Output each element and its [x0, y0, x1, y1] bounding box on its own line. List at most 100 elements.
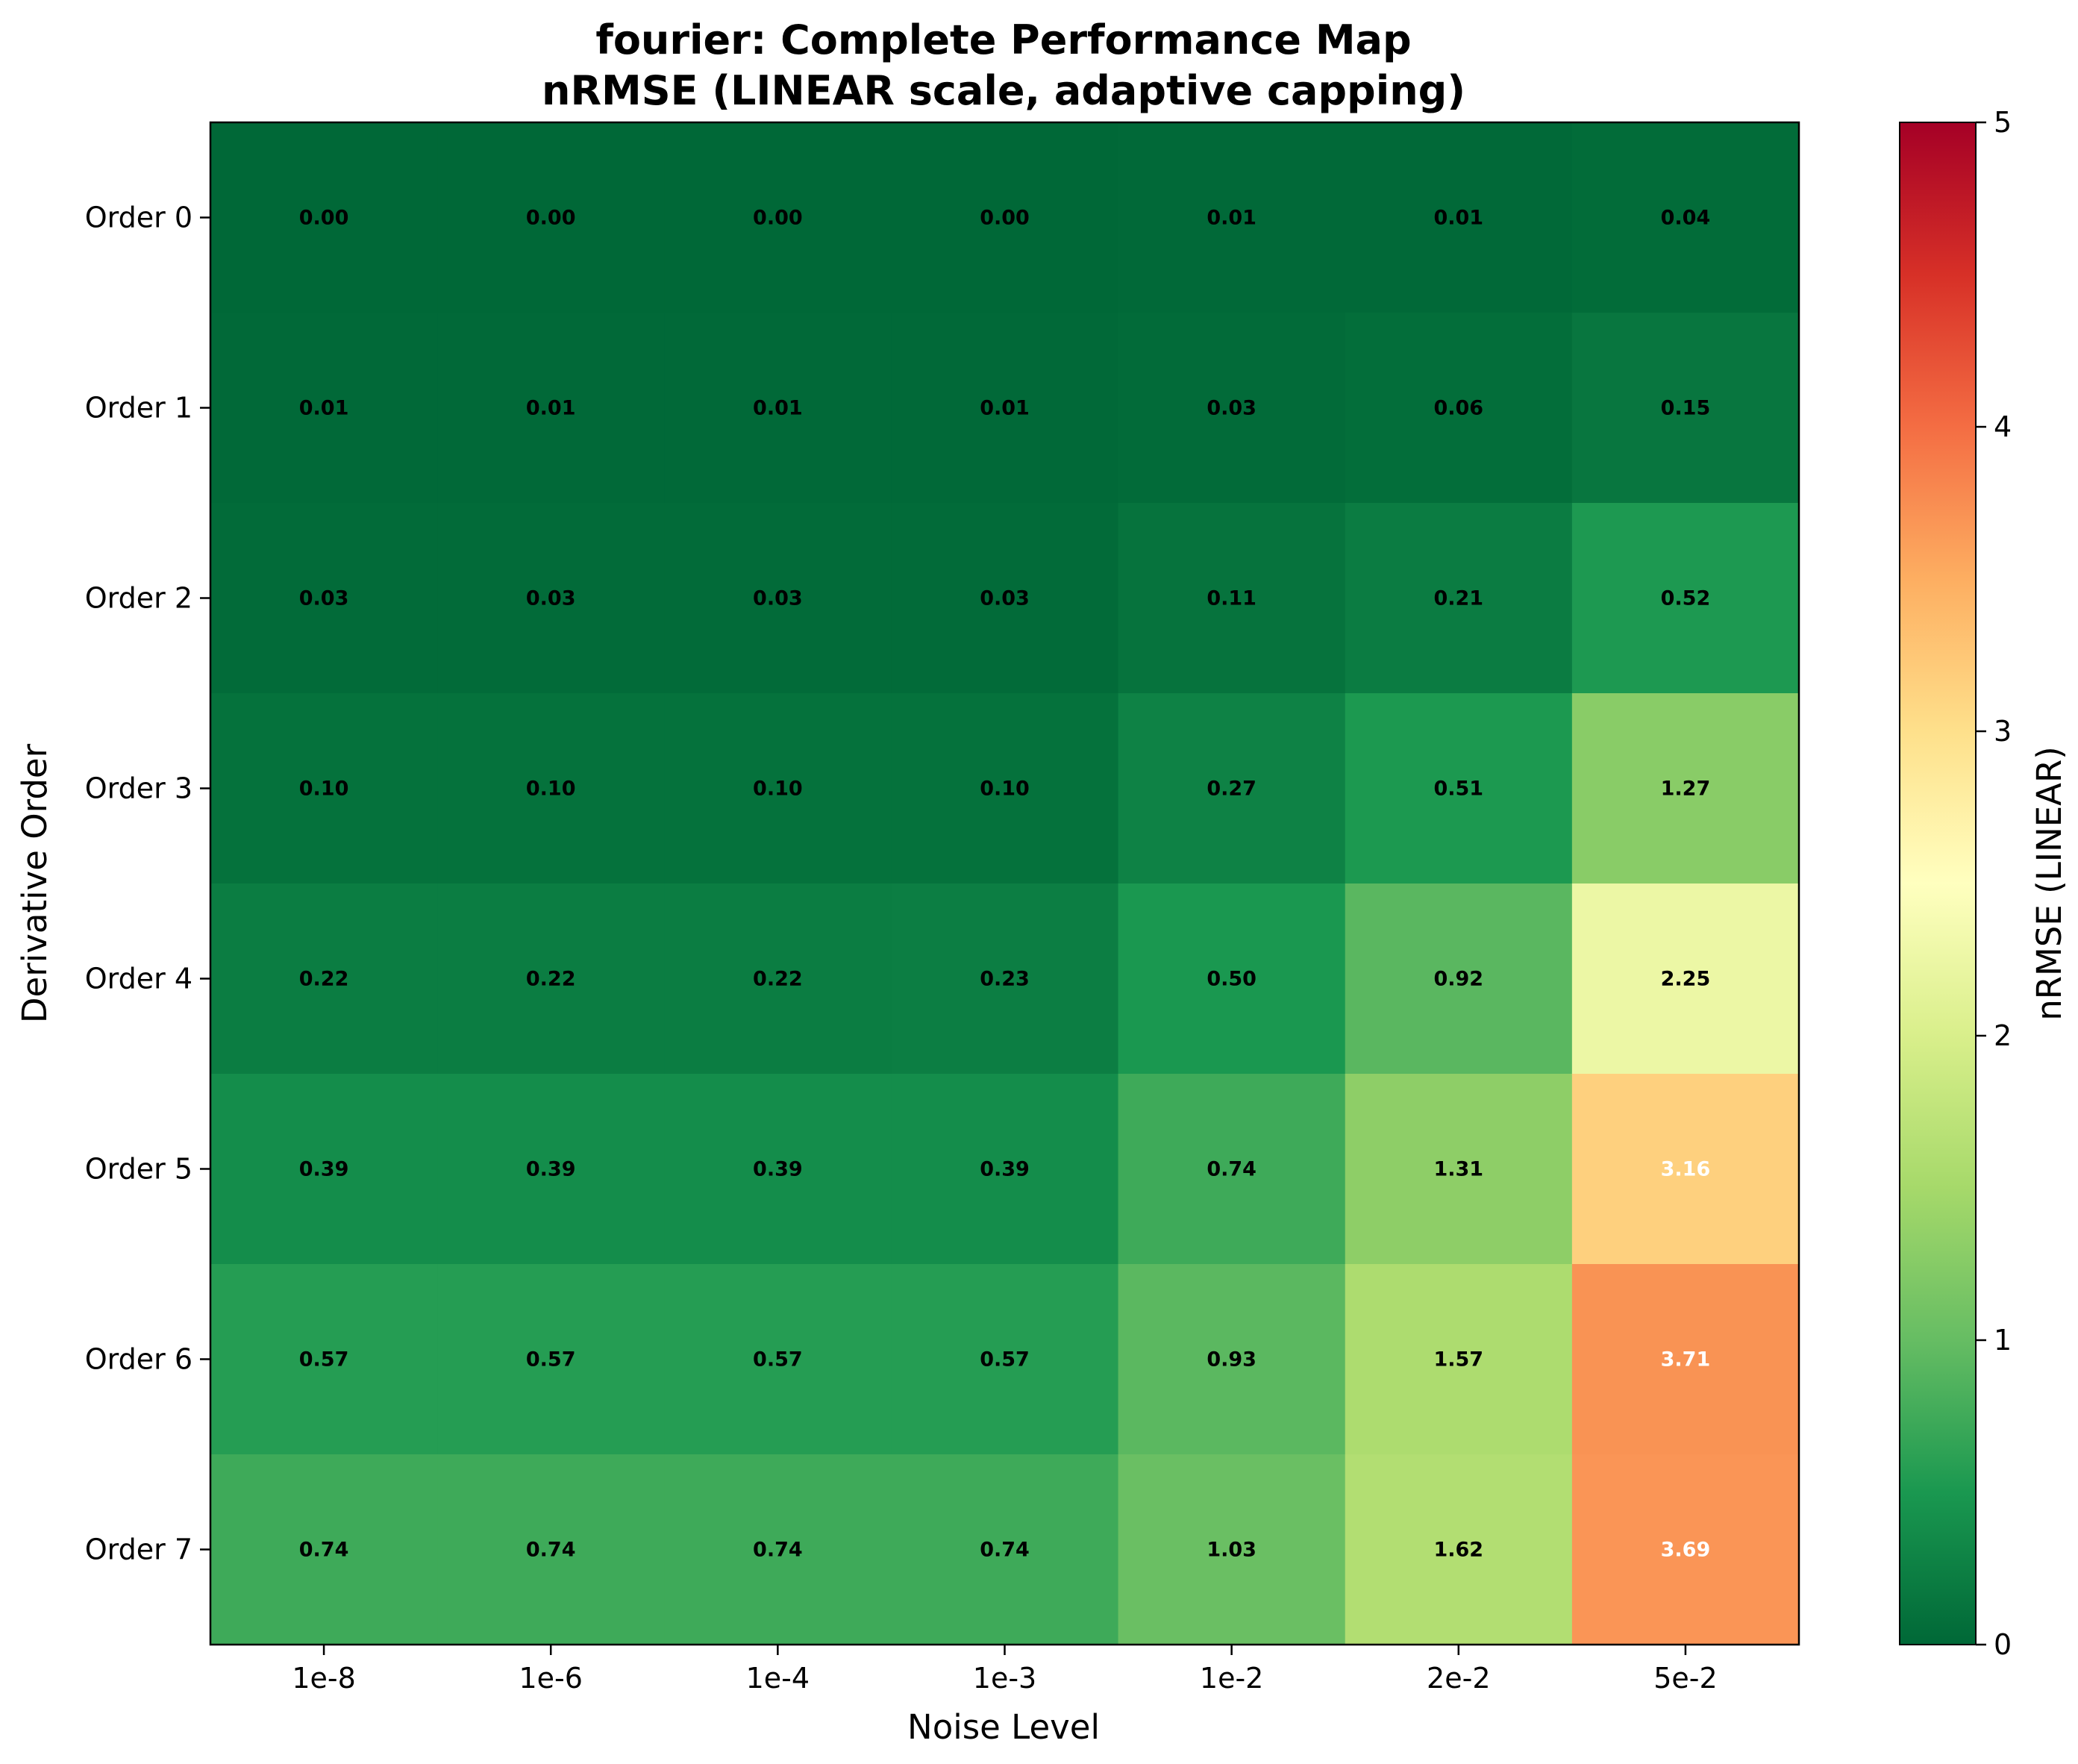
- cell-value-label: 0.22: [753, 968, 803, 991]
- cell-value-label: 0.00: [526, 207, 576, 230]
- cell-value-label: 0.57: [526, 1348, 576, 1372]
- heatmap-cell: [891, 693, 1119, 884]
- cell-value-label: 0.03: [753, 587, 803, 610]
- cell-value-label: 1.27: [1661, 778, 1711, 801]
- cell-value-label: 0.52: [1661, 587, 1711, 610]
- heatmap-cell: [664, 1454, 892, 1645]
- cell-value-label: 0.74: [1207, 1158, 1256, 1181]
- heatmap-cell: [891, 1074, 1119, 1265]
- heatmap-cell: [1345, 693, 1573, 884]
- heatmap-cells: 0.00 0.00 0.00 0.00 0.01 0.01 0.04 0.01 0.01 0.01…: [210, 122, 1800, 1645]
- cell-value-label: 0.03: [299, 587, 349, 610]
- y-tick-label: Order 0: [85, 201, 193, 234]
- heatmap-cell: [1118, 1074, 1346, 1265]
- cell-value-label: 0.11: [1207, 587, 1256, 610]
- chart-title: fourier: Complete Performance Map: [595, 16, 1411, 63]
- colorbar-tick-label: 4: [1994, 410, 2012, 443]
- heatmap-cell: [1118, 1264, 1346, 1455]
- cell-value-label: 0.51: [1433, 778, 1483, 801]
- cell-value-label: 1.57: [1433, 1348, 1483, 1372]
- heatmap-cell: [664, 1264, 892, 1455]
- cell-value-label: 0.03: [980, 587, 1030, 610]
- cell-value-label: 0.39: [753, 1158, 803, 1181]
- cell-value-label: 0.39: [526, 1158, 576, 1181]
- heatmap-cell: [1118, 122, 1346, 313]
- cell-value-label: 0.01: [753, 397, 803, 420]
- cell-value-label: 0.74: [299, 1539, 349, 1562]
- colorbar-tick-label: 0: [1994, 1628, 2012, 1661]
- cell-value-label: 1.31: [1433, 1158, 1483, 1181]
- heatmap-cell: [1118, 693, 1346, 884]
- heatmap-cell: [1118, 313, 1346, 504]
- cell-value-label: 0.57: [753, 1348, 803, 1372]
- heatmap-cell: [437, 122, 665, 313]
- heatmap-cell: [1571, 122, 1800, 313]
- y-tick-label: Order 3: [85, 772, 193, 805]
- heatmap-cell: [210, 122, 438, 313]
- cell-value-label: 0.01: [980, 397, 1030, 420]
- heatmap-cell: [1571, 883, 1800, 1075]
- heatmap-cell: [210, 693, 438, 884]
- heatmap-cell: [1345, 122, 1573, 313]
- x-tick-label: 1e-3: [973, 1662, 1036, 1695]
- cell-value-label: 0.04: [1661, 207, 1711, 230]
- colorbar-tick-label: 5: [1994, 106, 2012, 139]
- heatmap-cell: [437, 693, 665, 884]
- heatmap-cell: [1345, 313, 1573, 504]
- y-tick-label: Order 7: [85, 1533, 193, 1566]
- cell-value-label: 0.39: [299, 1158, 349, 1181]
- cell-value-label: 0.57: [980, 1348, 1030, 1372]
- cell-value-label: 2.25: [1661, 968, 1711, 991]
- cell-value-label: 0.01: [1207, 207, 1256, 230]
- cell-value-label: 0.15: [1661, 397, 1711, 420]
- heatmap-cell: [891, 1264, 1119, 1455]
- cell-value-label: 0.10: [526, 778, 576, 801]
- cell-value-label: 0.21: [1433, 587, 1483, 610]
- heatmap-cell: [664, 693, 892, 884]
- heatmap-cell: [664, 122, 892, 313]
- x-tick-label: 1e-2: [1200, 1662, 1263, 1695]
- cell-value-label: 0.39: [980, 1158, 1030, 1181]
- cell-value-label: 0.03: [526, 587, 576, 610]
- cell-value-label: 3.71: [1661, 1348, 1711, 1372]
- cell-value-label: 0.10: [753, 778, 803, 801]
- cell-value-label: 0.93: [1207, 1348, 1256, 1372]
- cell-value-label: 3.16: [1661, 1158, 1711, 1181]
- heatmap-cell: [210, 1264, 438, 1455]
- cell-value-label: 0.57: [299, 1348, 349, 1372]
- cell-value-label: 0.92: [1433, 968, 1483, 991]
- y-axis-label: Derivative Order: [15, 743, 54, 1023]
- y-tick-label: Order 6: [85, 1343, 193, 1376]
- colorbar-tick-label: 1: [1994, 1324, 2012, 1357]
- cell-value-label: 0.23: [980, 968, 1030, 991]
- cell-value-label: 1.03: [1207, 1539, 1256, 1562]
- cell-value-label: 0.22: [299, 968, 349, 991]
- cell-value-label: 0.74: [980, 1539, 1030, 1562]
- x-tick-label: 1e-8: [292, 1662, 355, 1695]
- cell-value-label: 0.74: [526, 1539, 576, 1562]
- cell-value-label: 0.03: [1207, 397, 1256, 420]
- heatmap-cell: [664, 883, 892, 1075]
- x-tick-label: 1e-6: [519, 1662, 582, 1695]
- heatmap-cell: [891, 503, 1119, 694]
- cell-value-label: 0.74: [753, 1539, 803, 1562]
- cell-value-label: 0.00: [299, 207, 349, 230]
- heatmap-cell: [1345, 883, 1573, 1075]
- x-tick-label: 1e-4: [746, 1662, 810, 1695]
- y-tick-label: Order 5: [85, 1153, 193, 1186]
- cell-value-label: 0.01: [526, 397, 576, 420]
- heatmap-cell: [1571, 693, 1800, 884]
- heatmap-cell: [1345, 1074, 1573, 1265]
- heatmap-cell: [210, 1074, 438, 1265]
- heatmap-cell: [664, 503, 892, 694]
- cell-value-label: 0.50: [1207, 968, 1256, 991]
- cell-value-label: 0.10: [980, 778, 1030, 801]
- x-tick-label: 5e-2: [1653, 1662, 1717, 1695]
- x-axis-label: Noise Level: [907, 1707, 1100, 1747]
- heatmap-cell: [891, 313, 1119, 504]
- heatmap-cell: [1118, 1454, 1346, 1645]
- heatmap-cell: [1571, 1074, 1800, 1265]
- colorbar-label: nRMSE (LINEAR): [2030, 746, 2069, 1021]
- heatmap-cell: [891, 122, 1119, 313]
